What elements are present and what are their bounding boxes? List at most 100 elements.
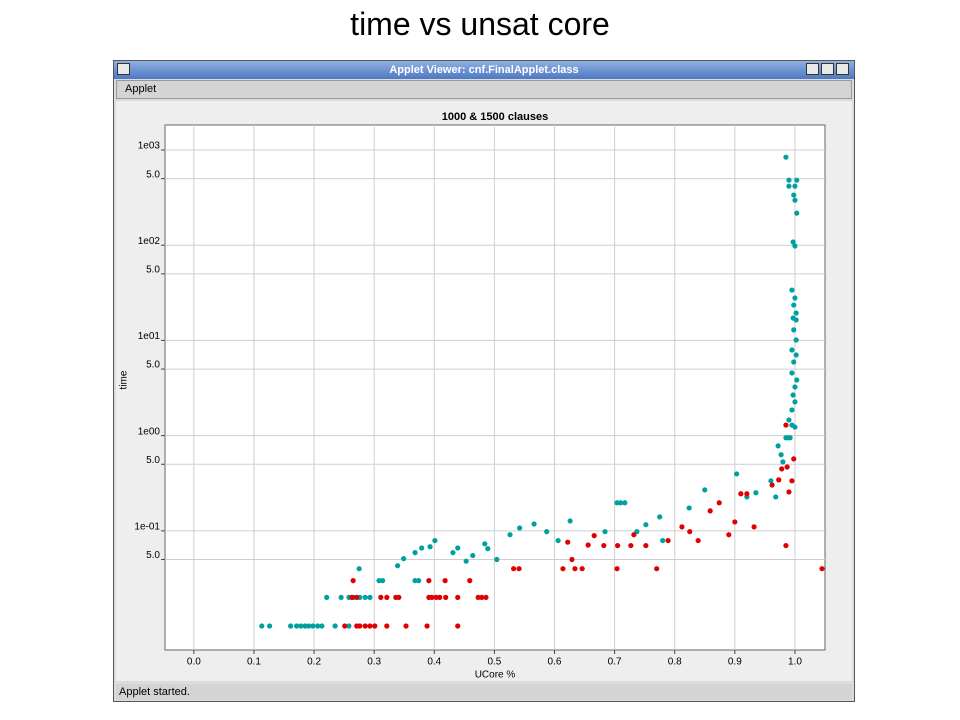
point [790,239,796,245]
point [372,623,378,629]
point [792,424,798,430]
point [787,435,793,441]
point [794,377,800,383]
point [560,566,566,572]
point [784,464,790,470]
menu-item[interactable]: Applet [125,83,157,95]
point [794,177,800,183]
point [412,550,418,556]
point [362,623,368,629]
point [450,550,456,556]
point [786,183,792,189]
point [779,466,785,472]
point [773,494,779,500]
point [507,532,513,538]
point [306,623,312,629]
point [614,566,620,572]
point [732,519,738,525]
point [475,594,481,600]
point [591,533,597,539]
point [424,623,430,629]
point [791,456,797,462]
point [354,594,360,600]
point [319,623,325,629]
point [463,558,469,564]
minimize-button[interactable] [806,63,819,75]
close-button[interactable] [836,63,849,75]
point [555,537,561,544]
point [367,623,373,629]
point [298,623,304,629]
point [315,623,321,629]
menu-bar: Applet [116,80,852,99]
point [403,623,409,629]
point [395,563,401,569]
point [751,524,757,530]
point [786,489,792,495]
point [622,500,628,506]
point [794,210,800,216]
point [791,192,797,198]
point [416,578,422,584]
point [579,566,585,572]
point [702,487,708,493]
point [572,566,578,572]
maximize-button[interactable] [821,63,834,75]
point [783,542,789,549]
x-tick-label: 0.7 [608,657,622,668]
point [789,370,795,376]
point [734,471,740,477]
point [789,287,795,293]
point [419,545,425,551]
point [768,478,774,484]
point [485,546,491,552]
point [744,491,750,497]
point [433,594,439,600]
point [426,578,432,584]
point [790,392,796,398]
point [716,500,722,506]
point [569,556,575,563]
point [601,542,607,549]
point [657,514,663,520]
point [467,578,473,584]
point [789,478,795,484]
point [479,594,485,600]
point [687,529,693,535]
window-title: Applet Viewer: cnf.FinalApplet.class [114,61,854,79]
x-tick-label: 0.8 [668,657,682,668]
point [793,310,799,316]
point [791,327,797,333]
point [378,594,384,600]
point [483,594,489,600]
point [443,594,449,600]
point [602,529,608,535]
point [791,359,797,365]
point [790,315,796,321]
point [783,422,789,428]
point [631,532,637,538]
point [338,594,344,600]
point [726,532,732,538]
point [792,399,798,405]
point [342,623,348,629]
point [789,407,795,413]
point [778,452,784,458]
point [615,542,621,549]
point [585,542,591,548]
x-tick-label: 0.3 [367,657,381,668]
point [302,623,308,629]
point [793,352,799,358]
point [567,518,573,524]
point [324,594,330,600]
point [792,197,798,203]
point [780,459,786,465]
point [792,243,798,249]
point [482,541,488,547]
point [511,566,517,572]
window-menu-button[interactable] [117,63,130,75]
point [455,623,461,629]
point [396,594,402,600]
point [643,522,649,528]
point [367,594,373,600]
